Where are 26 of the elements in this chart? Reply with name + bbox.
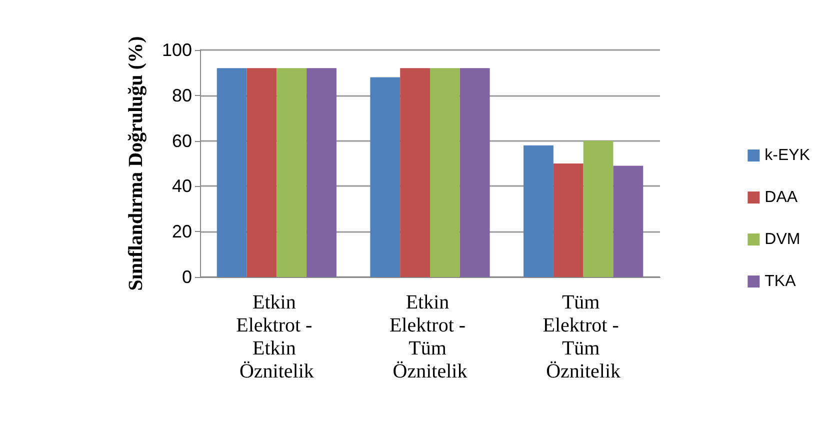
bar — [370, 77, 400, 277]
legend-label: k-EYK — [764, 147, 810, 164]
x-tick-label: Etkin Elektrot - Etkin Öznitelik — [236, 292, 318, 382]
bar — [613, 166, 644, 277]
y-axis-title: Sınıflandırma Doğruluğu (%) — [125, 36, 147, 291]
bar — [583, 140, 614, 277]
bar — [460, 68, 490, 277]
y-tick-label: 60 — [172, 130, 192, 151]
legend-label: DAA — [764, 189, 798, 206]
bar — [553, 164, 584, 277]
y-tick-label: 100 — [162, 40, 192, 60]
bar — [246, 68, 277, 277]
bar — [524, 145, 554, 277]
x-tick-label: Tüm Elektrot - Tüm Öznitelik — [542, 292, 624, 382]
legend-label: TKA — [764, 273, 796, 290]
bar — [216, 68, 247, 277]
y-tick-label: 40 — [172, 176, 192, 196]
y-tick-label: 80 — [172, 85, 192, 106]
bar — [400, 68, 430, 277]
y-tick-label: 0 — [182, 267, 192, 287]
x-tick-label: Etkin Elektrot - Tüm Öznitelik — [389, 292, 471, 382]
bar — [276, 68, 307, 277]
y-tick-label: 20 — [172, 222, 192, 242]
bar — [430, 68, 460, 277]
bar — [306, 68, 336, 277]
legend-label: DVM — [764, 231, 800, 248]
